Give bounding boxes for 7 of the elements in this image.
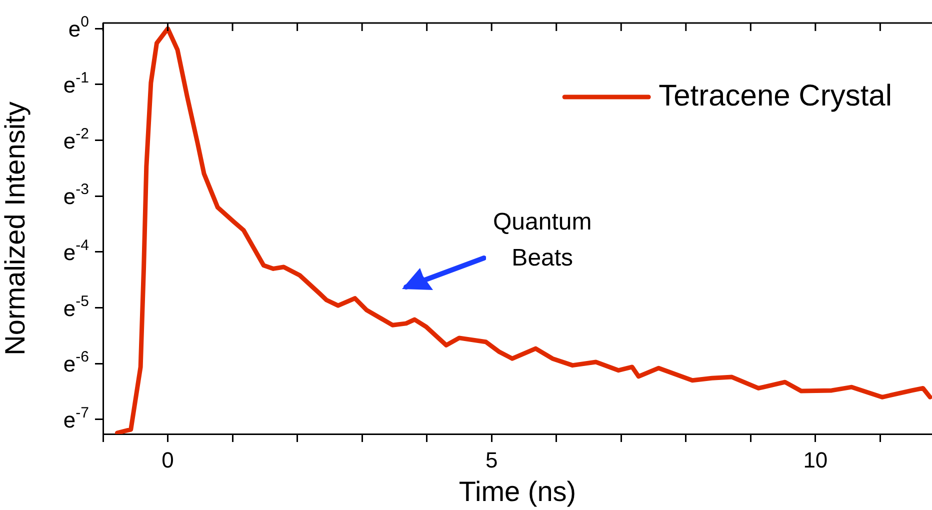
x-tick-label: 5 [485,447,498,472]
y-axis-title: Normalized Intensity [0,102,31,356]
x-tick-label: 0 [162,447,174,472]
annotation: Quantum Beats [493,208,592,272]
x-tick-label: 10 [803,447,828,472]
legend-label: Tetracene Crystal [658,79,892,112]
x-axis-title: Time (ns) [458,476,576,507]
